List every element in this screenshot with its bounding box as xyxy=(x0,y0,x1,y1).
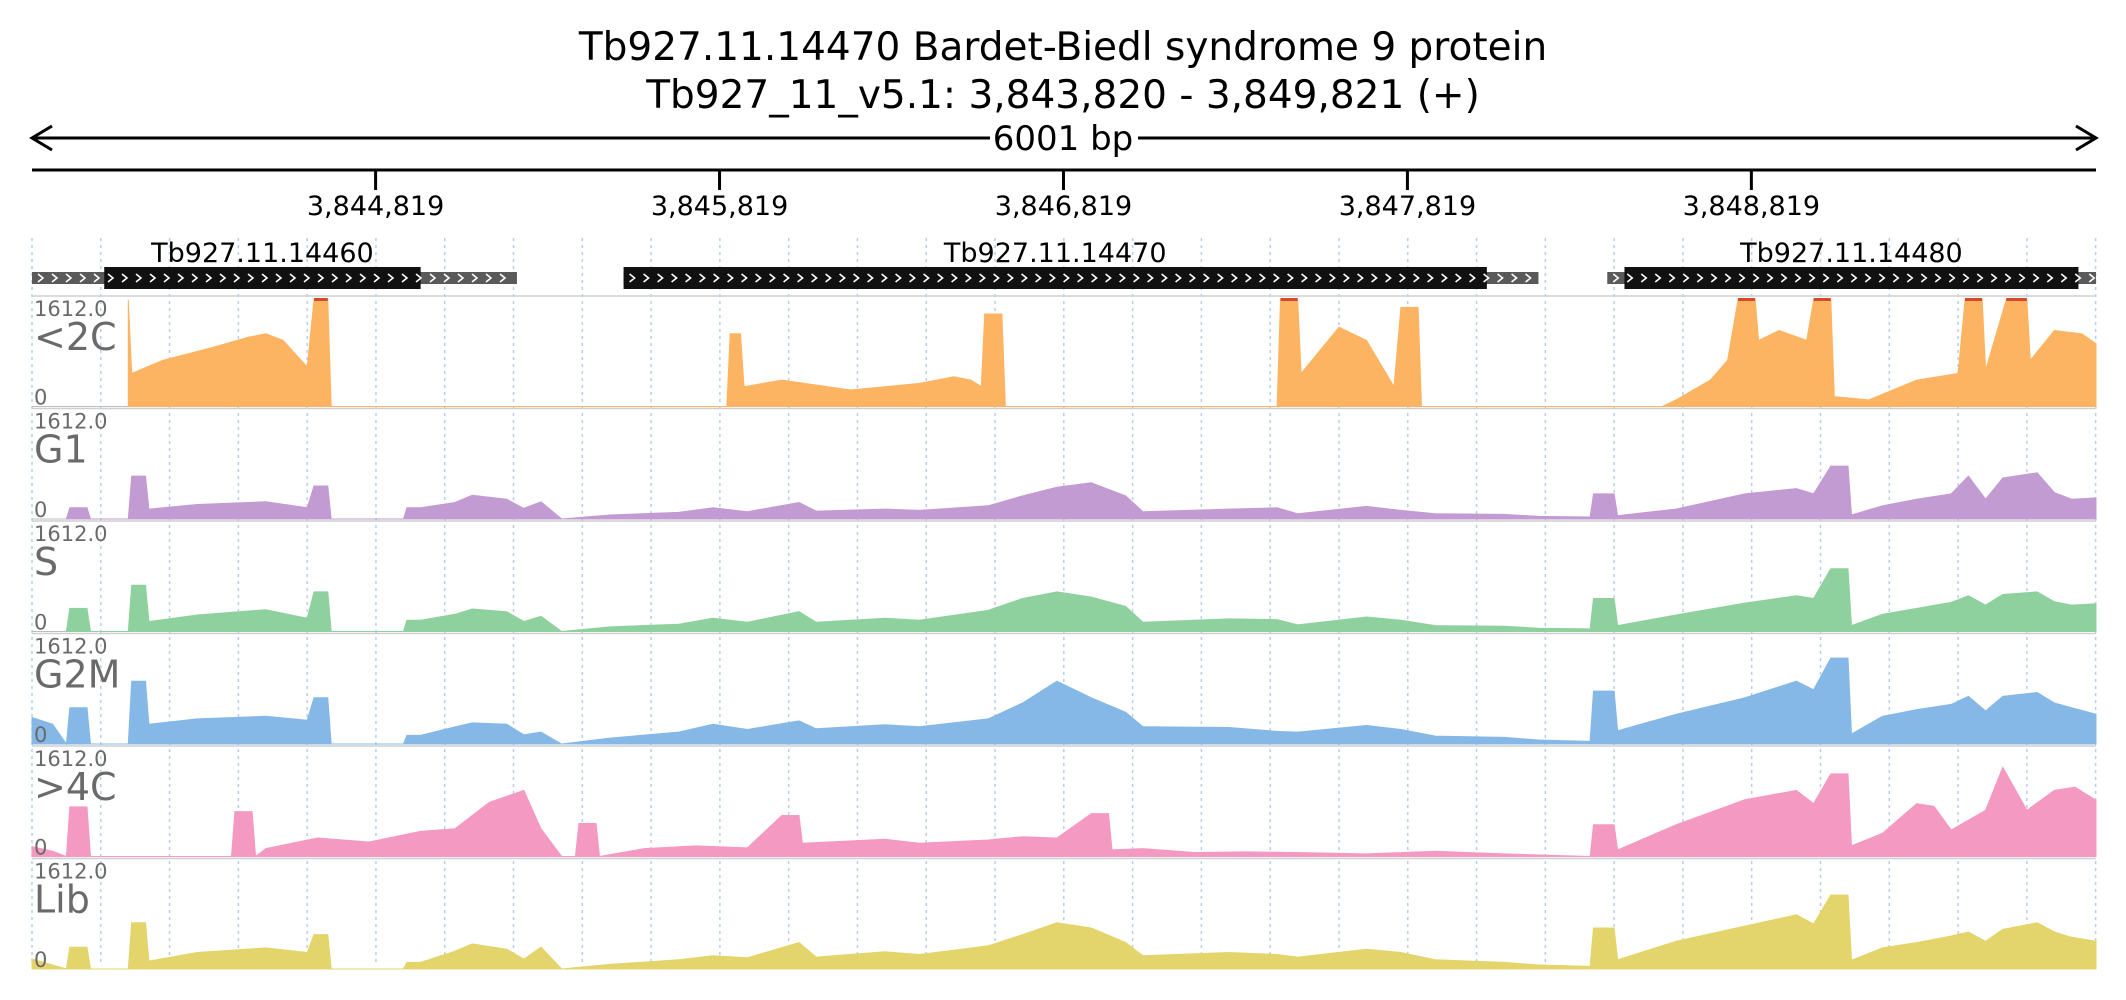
tick-label: 3,844,819 xyxy=(307,191,444,222)
coverage-area xyxy=(127,299,2097,407)
track-0: 1612.0 0 <2C xyxy=(32,295,2097,410)
track-4: 1612.0 0 >4C xyxy=(31,745,2097,860)
coverage-area xyxy=(31,766,2097,858)
track-scale-min: 0 xyxy=(34,836,47,860)
track-scale-max: 1612.0 xyxy=(34,410,107,434)
coordinate-ticks: 3,844,819 3,845,819 3,846,819 3,847,819 3,84… xyxy=(307,170,1820,222)
span-arrow-left-head xyxy=(29,124,53,152)
gene-cds xyxy=(1624,267,2079,289)
strand-chevrons xyxy=(37,273,507,283)
track-scale-max: 1612.0 xyxy=(34,635,107,659)
strand-chevrons xyxy=(629,273,1532,283)
track-2: 1612.0 0 S xyxy=(32,520,2097,635)
tick-label: 3,845,819 xyxy=(651,191,788,222)
saturation-marker xyxy=(1964,298,1983,301)
track-name: S xyxy=(34,540,58,584)
coverage-area xyxy=(65,568,2097,633)
gene-model: Tb927.11.14480 xyxy=(1607,238,2096,289)
tick-label: 3,846,819 xyxy=(995,191,1132,222)
track-scale-min: 0 xyxy=(34,611,47,635)
track-name: <2C xyxy=(34,315,117,359)
gene-label: Tb927.11.14470 xyxy=(943,238,1167,269)
track-name: >4C xyxy=(34,765,117,809)
track-name: G1 xyxy=(34,428,88,472)
coverage-area xyxy=(31,894,2097,970)
track-name: Lib xyxy=(34,878,90,922)
span-label: 6001 bp xyxy=(993,119,1134,159)
track-scale-max: 1612.0 xyxy=(34,297,107,321)
gene-models: Tb927.11.14460 Tb927.11.14470 Tb927.11.144… xyxy=(32,238,2096,289)
saturation-marker xyxy=(1280,298,1298,301)
saturation-marker xyxy=(1737,298,1756,301)
coverage-area xyxy=(31,657,2097,746)
track-scale-max: 1612.0 xyxy=(34,522,107,546)
saturation-marker xyxy=(1813,298,1831,301)
track-scale-min: 0 xyxy=(34,498,47,522)
saturation-marker xyxy=(314,298,328,301)
track-3: 1612.0 0 G2M xyxy=(31,632,2097,747)
gene-model: Tb927.11.14460 xyxy=(32,238,517,289)
track-name: G2M xyxy=(34,653,120,697)
track-5: 1612.0 0 Lib xyxy=(31,857,2097,972)
span-indicator: 6001 bp xyxy=(29,119,2099,159)
tick-label: 3,847,819 xyxy=(1339,191,1476,222)
track-scale-min: 0 xyxy=(34,386,47,410)
saturation-marker xyxy=(2006,298,2027,301)
chart-title: Tb927.11.14470 Bardet-Biedl syndrome 9 p… xyxy=(578,25,1547,70)
track-scale-min: 0 xyxy=(34,948,47,972)
gene-label: Tb927.11.14480 xyxy=(1739,238,1963,269)
gene-cds xyxy=(104,267,421,289)
track-scale-max: 1612.0 xyxy=(34,860,107,884)
coverage-tracks: 1612.00<2C1612.00G11612.00S1612.00G2M161… xyxy=(31,295,2097,972)
track-scale-min: 0 xyxy=(34,723,47,747)
coverage-area xyxy=(65,465,2097,520)
track-1: 1612.0 0 G1 xyxy=(32,407,2097,522)
tick-label: 3,848,819 xyxy=(1683,191,1820,222)
chart-subtitle: Tb927_11_v5.1: 3,843,820 - 3,849,821 (+) xyxy=(645,73,1480,118)
strand-chevrons xyxy=(1612,273,2096,283)
span-arrow-right-head xyxy=(2075,124,2099,152)
gene-label: Tb927.11.14460 xyxy=(150,238,374,269)
track-scale-max: 1612.0 xyxy=(34,747,107,771)
gene-model: Tb927.11.14470 xyxy=(623,238,1539,289)
